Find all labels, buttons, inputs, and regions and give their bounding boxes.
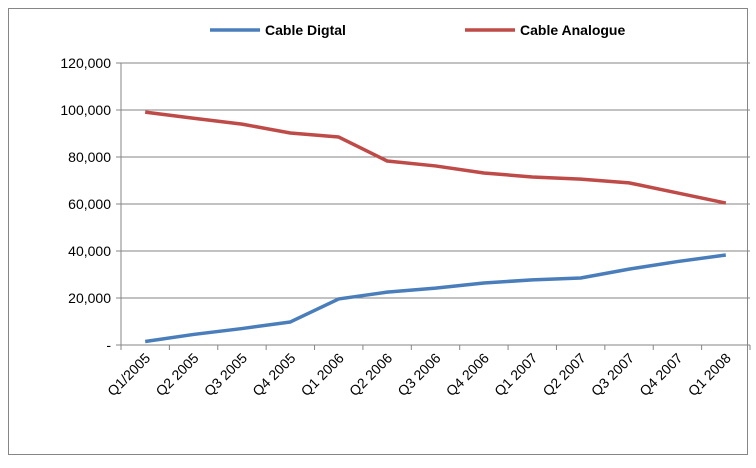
y-tick-label: 100,000 [60, 102, 111, 118]
y-tick-label: 120,000 [60, 55, 111, 71]
series-line [144, 110, 727, 205]
y-tick-label: 60,000 [68, 196, 111, 212]
legend-label: Cable Analogue [520, 22, 625, 38]
y-tick-label: 40,000 [68, 243, 111, 259]
y-tick-label: 20,000 [68, 290, 111, 306]
legend-label: Cable Digtal [265, 22, 346, 38]
y-tick-label: - [106, 337, 111, 353]
series-line [144, 253, 727, 344]
y-tick-label: 80,000 [68, 149, 111, 165]
chart-border [8, 8, 748, 455]
